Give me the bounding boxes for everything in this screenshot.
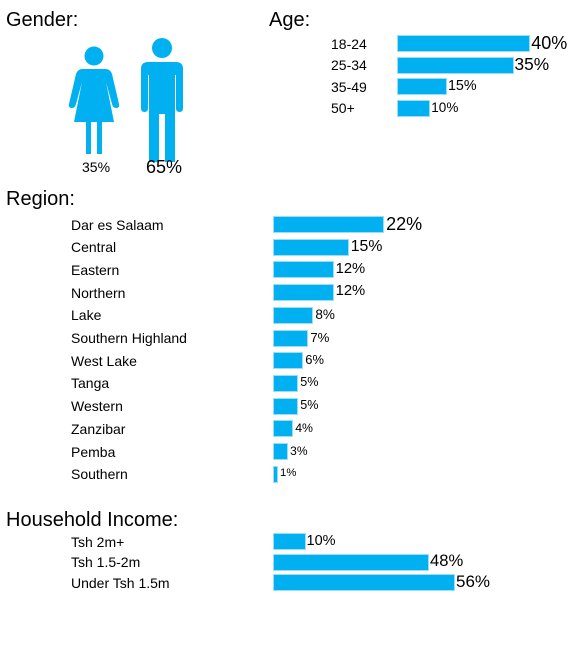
category-label: Tsh 2m+ (71, 533, 125, 550)
bar (273, 306, 314, 324)
bar (273, 574, 455, 591)
female-figure-icon (68, 46, 120, 154)
category-label: Western (71, 398, 123, 415)
region-title: Region: (6, 188, 75, 210)
value-label: 10% (431, 99, 459, 115)
value-label: 12% (335, 260, 366, 277)
category-label: 25-34 (331, 57, 367, 73)
value-label: 15% (350, 237, 383, 255)
category-label: Tsh 1.5-2m (71, 554, 141, 570)
category-label: 50+ (331, 100, 355, 116)
value-label: 48% (430, 550, 464, 570)
bar (273, 284, 334, 302)
bar (273, 216, 385, 233)
category-label: Central (71, 239, 117, 256)
value-label: 35% (514, 53, 550, 74)
category-label: Southern Highland (71, 330, 187, 346)
value-label: 4% (295, 421, 313, 436)
bar (273, 397, 299, 415)
bar (397, 35, 531, 52)
household-income-title: Household Income: (6, 509, 179, 531)
gender-title: Gender: (6, 9, 79, 31)
category-label: Under Tsh 1.5m (71, 574, 170, 591)
value-label: 15% (447, 77, 477, 94)
bar (273, 420, 294, 438)
value-label: 40% (531, 32, 568, 53)
category-label: Lake (71, 307, 102, 324)
category-label: Dar es Salaam (71, 216, 164, 233)
bar (397, 56, 514, 74)
female-percentage: 35% (82, 159, 111, 175)
category-label: 18-24 (331, 35, 367, 52)
value-label: 6% (305, 351, 324, 367)
bar (273, 553, 429, 571)
value-label: 5% (300, 375, 319, 390)
category-label: Northern (71, 284, 126, 301)
bar (273, 465, 279, 483)
category-label: Southern (71, 466, 128, 483)
category-label: Tanga (71, 375, 110, 392)
bar (273, 329, 309, 347)
value-label: 12% (335, 283, 366, 300)
male-percentage: 65% (146, 157, 183, 177)
male-figure-icon (141, 38, 183, 162)
value-label: 8% (315, 306, 335, 322)
category-label: Eastern (71, 261, 120, 278)
value-label: 1% (280, 466, 297, 479)
bar (273, 238, 349, 256)
bar (397, 78, 447, 95)
bar (273, 352, 304, 370)
value-label: 5% (300, 398, 319, 413)
category-label: 35-49 (331, 78, 367, 95)
value-label: 7% (310, 329, 330, 345)
bar (273, 443, 289, 460)
bar (273, 533, 306, 550)
value-label: 10% (306, 532, 336, 549)
category-label: Pemba (71, 443, 116, 460)
value-label: 56% (456, 572, 491, 592)
value-label: 22% (386, 213, 423, 234)
bar (273, 374, 299, 392)
age-title: Age: (269, 9, 311, 31)
value-label: 3% (290, 443, 308, 458)
category-label: West Lake (71, 352, 137, 369)
bar (273, 261, 334, 279)
category-label: Zanzibar (71, 420, 126, 437)
bar (397, 99, 431, 117)
